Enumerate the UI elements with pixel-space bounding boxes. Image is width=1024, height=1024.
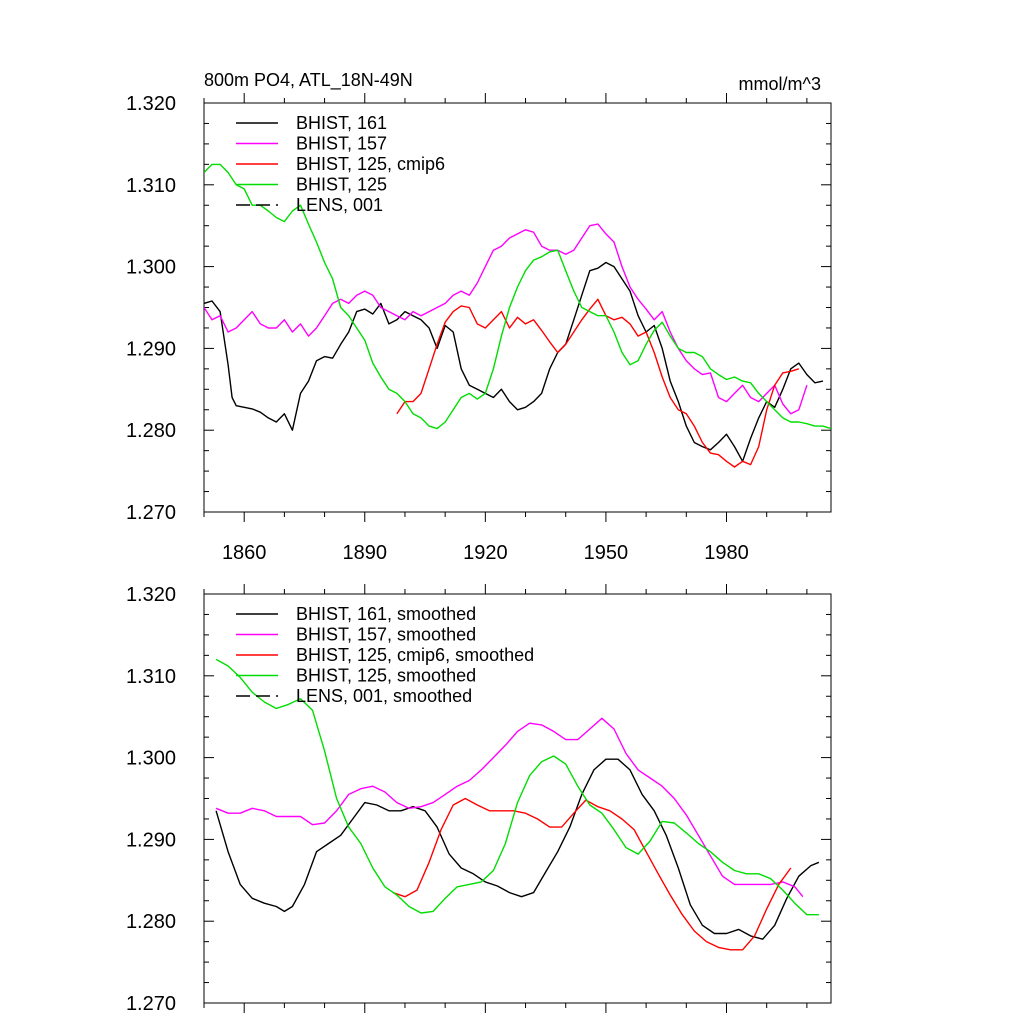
x-tick-label: 1950 bbox=[584, 542, 629, 564]
legend-label: BHIST, 125, cmip6, smoothed bbox=[296, 645, 534, 665]
series-line bbox=[204, 223, 808, 415]
y-tick-label: 1.280 bbox=[126, 420, 176, 442]
series-line bbox=[215, 717, 804, 898]
y-tick-label: 1.320 bbox=[126, 93, 176, 115]
series-line bbox=[215, 658, 819, 916]
bottom-panel: 1.270 1.280 1.290 1.300 1.310 1.320 BHIST, 161… bbox=[126, 584, 832, 1015]
y-tick-label: 1.300 bbox=[126, 748, 176, 770]
units-label: mmol/m^3 bbox=[739, 74, 821, 94]
x-tick-label: 1980 bbox=[704, 542, 749, 564]
legend-label: LENS, 001, smoothed bbox=[296, 686, 472, 706]
top-panel: 1.270 1.280 1.290 1.300 1.310 1.320 1860 1890 19… bbox=[126, 70, 832, 564]
series-line bbox=[396, 298, 800, 468]
series-line bbox=[392, 797, 792, 951]
legend-label: BHIST, 161, smoothed bbox=[296, 604, 476, 624]
y-tick-label: 1.290 bbox=[126, 829, 176, 851]
legend-label: LENS, 001 bbox=[296, 195, 383, 215]
y-tick-label: 1.310 bbox=[126, 175, 176, 197]
legend-label: BHIST, 157, smoothed bbox=[296, 625, 476, 645]
series-line bbox=[215, 758, 820, 940]
x-tick-label: 1890 bbox=[343, 542, 388, 564]
chart-title: 800m PO4, ATL_18N-49N bbox=[204, 70, 413, 91]
y-tick-label: 1.300 bbox=[126, 257, 176, 279]
series-line bbox=[204, 163, 831, 430]
y-tick-label: 1.270 bbox=[126, 502, 176, 524]
series-group bbox=[204, 163, 831, 468]
series-line bbox=[204, 261, 824, 462]
legend-label: BHIST, 125, smoothed bbox=[296, 666, 476, 686]
legend-label: BHIST, 157 bbox=[296, 134, 387, 154]
y-tick-label: 1.270 bbox=[126, 993, 176, 1015]
y-tick-label: 1.310 bbox=[126, 666, 176, 688]
legend-label: BHIST, 161 bbox=[296, 113, 387, 133]
x-tick-label: 1920 bbox=[463, 542, 508, 564]
x-tick-label: 1860 bbox=[222, 542, 267, 564]
series-group bbox=[215, 658, 820, 951]
y-tick-label: 1.280 bbox=[126, 911, 176, 933]
legend-label: BHIST, 125 bbox=[296, 175, 387, 195]
legend-label: BHIST, 125, cmip6 bbox=[296, 154, 445, 174]
y-tick-label: 1.290 bbox=[126, 338, 176, 360]
y-tick-label: 1.320 bbox=[126, 584, 176, 606]
